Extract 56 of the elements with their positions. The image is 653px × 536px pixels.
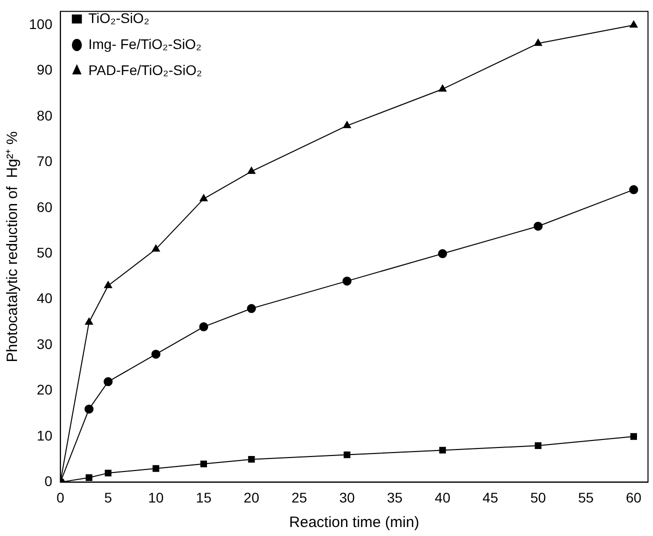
point (534, 442, 542, 449)
point (248, 456, 255, 463)
point (104, 470, 112, 476)
y-tick-label: 70 (36, 153, 53, 170)
point (630, 433, 637, 440)
point (343, 121, 351, 128)
point (248, 166, 256, 174)
y-tick-label: 80 (36, 107, 53, 124)
y-tick-label: 50 (36, 244, 53, 261)
y-tick-label: 40 (36, 290, 53, 306)
x-axis-title: Reaction time (min) (289, 514, 420, 532)
point (342, 276, 352, 286)
x-tick-label: 40 (434, 489, 451, 506)
x-tick-label: 55 (578, 489, 594, 506)
x-tick-label: 35 (387, 489, 403, 506)
point (344, 451, 350, 458)
y-tick-label: 20 (36, 382, 53, 398)
x-tick-label: 25 (291, 489, 308, 506)
x-tick-label: 5 (104, 489, 112, 506)
x-tick-label: 45 (482, 489, 498, 506)
y-tick-label: 60 (36, 198, 53, 215)
y-tick-label: 30 (36, 336, 53, 352)
point (438, 249, 448, 258)
point (152, 465, 160, 472)
x-tick-label: 10 (148, 489, 164, 506)
point (104, 281, 112, 288)
x-tick-label: 15 (196, 489, 212, 506)
point (200, 460, 208, 468)
point (438, 84, 447, 92)
point (534, 222, 543, 231)
point (151, 350, 160, 359)
x-tick-label: 30 (339, 489, 356, 506)
point (199, 322, 208, 332)
point (630, 20, 638, 28)
point (246, 304, 256, 314)
point (86, 474, 92, 481)
x-tick-label: 0 (56, 489, 64, 506)
point (85, 318, 93, 325)
x-tick-label: 60 (626, 489, 642, 506)
point (84, 404, 94, 414)
y-tick-label: 0 (44, 473, 53, 490)
y-axis-title: Photocatalytic reduction of Hg²⁺ % (4, 131, 22, 362)
legend-label: TiO₂-SiO₂ (88, 10, 150, 26)
point (534, 38, 542, 46)
point (152, 244, 160, 252)
legend-label: PAD-Fe/TiO₂-SiO₂ (88, 62, 202, 78)
point (200, 194, 208, 202)
legend-label: Img- Fe/TiO₂-SiO₂ (88, 36, 202, 52)
y-tick-label: 90 (36, 62, 53, 78)
x-tick-label: 50 (530, 489, 546, 506)
y-tick-label: 10 (36, 427, 53, 444)
point (439, 446, 446, 454)
point (104, 377, 113, 386)
x-tick-label: 20 (244, 489, 260, 506)
y-tick-label: 100 (29, 16, 53, 32)
point (629, 185, 638, 194)
